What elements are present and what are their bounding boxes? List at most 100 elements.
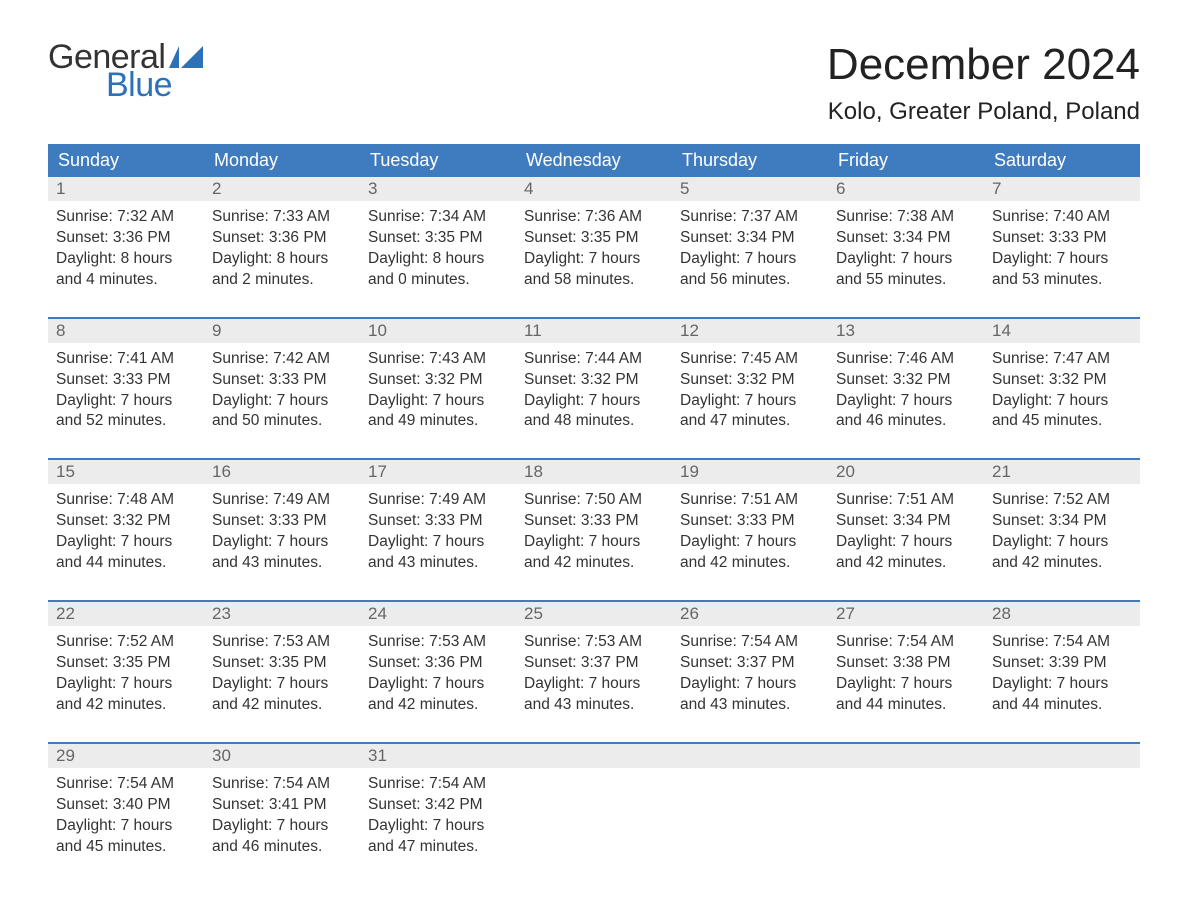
- sunrise-line: Sunrise: 7:53 AM: [524, 632, 664, 653]
- sunset-line: Sunset: 3:38 PM: [836, 653, 976, 674]
- weekday-header-row: SundayMondayTuesdayWednesdayThursdayFrid…: [48, 144, 1140, 177]
- daylight-line-1: Daylight: 7 hours: [524, 674, 664, 695]
- sunset-line: Sunset: 3:40 PM: [56, 795, 196, 816]
- day-number: 19: [672, 460, 828, 484]
- daylight-line-2: and 52 minutes.: [56, 411, 196, 432]
- daylight-line-1: Daylight: 7 hours: [56, 674, 196, 695]
- calendar-cell: [828, 768, 984, 868]
- month-title: December 2024: [827, 40, 1140, 90]
- daylight-line-2: and 56 minutes.: [680, 270, 820, 291]
- day-number: 26: [672, 602, 828, 626]
- daylight-line-1: Daylight: 7 hours: [992, 674, 1132, 695]
- sunset-line: Sunset: 3:36 PM: [56, 228, 196, 249]
- sunrise-line: Sunrise: 7:53 AM: [368, 632, 508, 653]
- daylight-line-1: Daylight: 7 hours: [368, 391, 508, 412]
- sunrise-line: Sunrise: 7:54 AM: [680, 632, 820, 653]
- day-number: [672, 744, 828, 768]
- calendar-cell: Sunrise: 7:54 AMSunset: 3:38 PMDaylight:…: [828, 626, 984, 726]
- calendar-cell: Sunrise: 7:53 AMSunset: 3:36 PMDaylight:…: [360, 626, 516, 726]
- weekday-header: Wednesday: [516, 144, 672, 177]
- calendar-cell: Sunrise: 7:54 AMSunset: 3:40 PMDaylight:…: [48, 768, 204, 868]
- daylight-line-2: and 43 minutes.: [368, 553, 508, 574]
- calendar-cell: Sunrise: 7:33 AMSunset: 3:36 PMDaylight:…: [204, 201, 360, 301]
- calendar-cell: Sunrise: 7:36 AMSunset: 3:35 PMDaylight:…: [516, 201, 672, 301]
- daylight-line-1: Daylight: 8 hours: [56, 249, 196, 270]
- sunrise-line: Sunrise: 7:52 AM: [56, 632, 196, 653]
- sunset-line: Sunset: 3:32 PM: [56, 511, 196, 532]
- calendar-cell: Sunrise: 7:54 AMSunset: 3:37 PMDaylight:…: [672, 626, 828, 726]
- calendar: SundayMondayTuesdayWednesdayThursdayFrid…: [48, 144, 1140, 867]
- day-number: 16: [204, 460, 360, 484]
- logo-text-blue: Blue: [106, 68, 203, 102]
- weekday-header: Sunday: [48, 144, 204, 177]
- day-number: 13: [828, 319, 984, 343]
- daylight-line-2: and 44 minutes.: [56, 553, 196, 574]
- sunrise-line: Sunrise: 7:49 AM: [368, 490, 508, 511]
- day-number: 21: [984, 460, 1140, 484]
- daynum-row: 22232425262728: [48, 602, 1140, 626]
- daylight-line-1: Daylight: 8 hours: [212, 249, 352, 270]
- sunrise-line: Sunrise: 7:34 AM: [368, 207, 508, 228]
- sunset-line: Sunset: 3:32 PM: [524, 370, 664, 391]
- day-number: 8: [48, 319, 204, 343]
- daylight-line-1: Daylight: 8 hours: [368, 249, 508, 270]
- sunrise-line: Sunrise: 7:54 AM: [212, 774, 352, 795]
- sunset-line: Sunset: 3:39 PM: [992, 653, 1132, 674]
- daylight-line-1: Daylight: 7 hours: [212, 391, 352, 412]
- title-block: December 2024 Kolo, Greater Poland, Pola…: [827, 40, 1140, 126]
- weekday-header: Tuesday: [360, 144, 516, 177]
- daylight-line-1: Daylight: 7 hours: [368, 816, 508, 837]
- sunset-line: Sunset: 3:37 PM: [680, 653, 820, 674]
- daylight-line-2: and 47 minutes.: [680, 411, 820, 432]
- daylight-line-2: and 45 minutes.: [992, 411, 1132, 432]
- location-subtitle: Kolo, Greater Poland, Poland: [827, 98, 1140, 126]
- day-number: 17: [360, 460, 516, 484]
- daylight-line-2: and 46 minutes.: [836, 411, 976, 432]
- day-number: [516, 744, 672, 768]
- sunrise-line: Sunrise: 7:42 AM: [212, 349, 352, 370]
- daylight-line-1: Daylight: 7 hours: [368, 674, 508, 695]
- daylight-line-2: and 2 minutes.: [212, 270, 352, 291]
- sunrise-line: Sunrise: 7:54 AM: [836, 632, 976, 653]
- daylight-line-1: Daylight: 7 hours: [56, 391, 196, 412]
- sunrise-line: Sunrise: 7:54 AM: [56, 774, 196, 795]
- daylight-line-1: Daylight: 7 hours: [56, 816, 196, 837]
- daylight-line-1: Daylight: 7 hours: [680, 391, 820, 412]
- daylight-line-1: Daylight: 7 hours: [524, 532, 664, 553]
- calendar-week: 15161718192021Sunrise: 7:48 AMSunset: 3:…: [48, 458, 1140, 584]
- calendar-cell: Sunrise: 7:43 AMSunset: 3:32 PMDaylight:…: [360, 343, 516, 443]
- daylight-line-2: and 42 minutes.: [524, 553, 664, 574]
- sunset-line: Sunset: 3:35 PM: [524, 228, 664, 249]
- day-number: 1: [48, 177, 204, 201]
- sunset-line: Sunset: 3:42 PM: [368, 795, 508, 816]
- daylight-line-1: Daylight: 7 hours: [680, 532, 820, 553]
- daynum-row: 15161718192021: [48, 460, 1140, 484]
- calendar-cell: Sunrise: 7:47 AMSunset: 3:32 PMDaylight:…: [984, 343, 1140, 443]
- sunrise-line: Sunrise: 7:36 AM: [524, 207, 664, 228]
- sunset-line: Sunset: 3:33 PM: [212, 370, 352, 391]
- daylight-line-2: and 43 minutes.: [212, 553, 352, 574]
- page-header: General Blue December 2024 Kolo, Greater…: [48, 40, 1140, 126]
- daylight-line-2: and 55 minutes.: [836, 270, 976, 291]
- calendar-cell: Sunrise: 7:45 AMSunset: 3:32 PMDaylight:…: [672, 343, 828, 443]
- daylight-line-2: and 44 minutes.: [992, 695, 1132, 716]
- sunset-line: Sunset: 3:32 PM: [836, 370, 976, 391]
- day-number: 20: [828, 460, 984, 484]
- sunset-line: Sunset: 3:32 PM: [992, 370, 1132, 391]
- sunset-line: Sunset: 3:35 PM: [368, 228, 508, 249]
- calendar-cell: [984, 768, 1140, 868]
- calendar-cell: Sunrise: 7:44 AMSunset: 3:32 PMDaylight:…: [516, 343, 672, 443]
- daylight-line-1: Daylight: 7 hours: [992, 249, 1132, 270]
- calendar-cell: Sunrise: 7:53 AMSunset: 3:35 PMDaylight:…: [204, 626, 360, 726]
- sunrise-line: Sunrise: 7:47 AM: [992, 349, 1132, 370]
- daylight-line-2: and 58 minutes.: [524, 270, 664, 291]
- weekday-header: Thursday: [672, 144, 828, 177]
- sunset-line: Sunset: 3:33 PM: [212, 511, 352, 532]
- sunrise-line: Sunrise: 7:53 AM: [212, 632, 352, 653]
- sunset-line: Sunset: 3:35 PM: [212, 653, 352, 674]
- sunset-line: Sunset: 3:33 PM: [56, 370, 196, 391]
- calendar-cell: Sunrise: 7:51 AMSunset: 3:34 PMDaylight:…: [828, 484, 984, 584]
- day-number: 24: [360, 602, 516, 626]
- day-number: 14: [984, 319, 1140, 343]
- calendar-cell: Sunrise: 7:54 AMSunset: 3:42 PMDaylight:…: [360, 768, 516, 868]
